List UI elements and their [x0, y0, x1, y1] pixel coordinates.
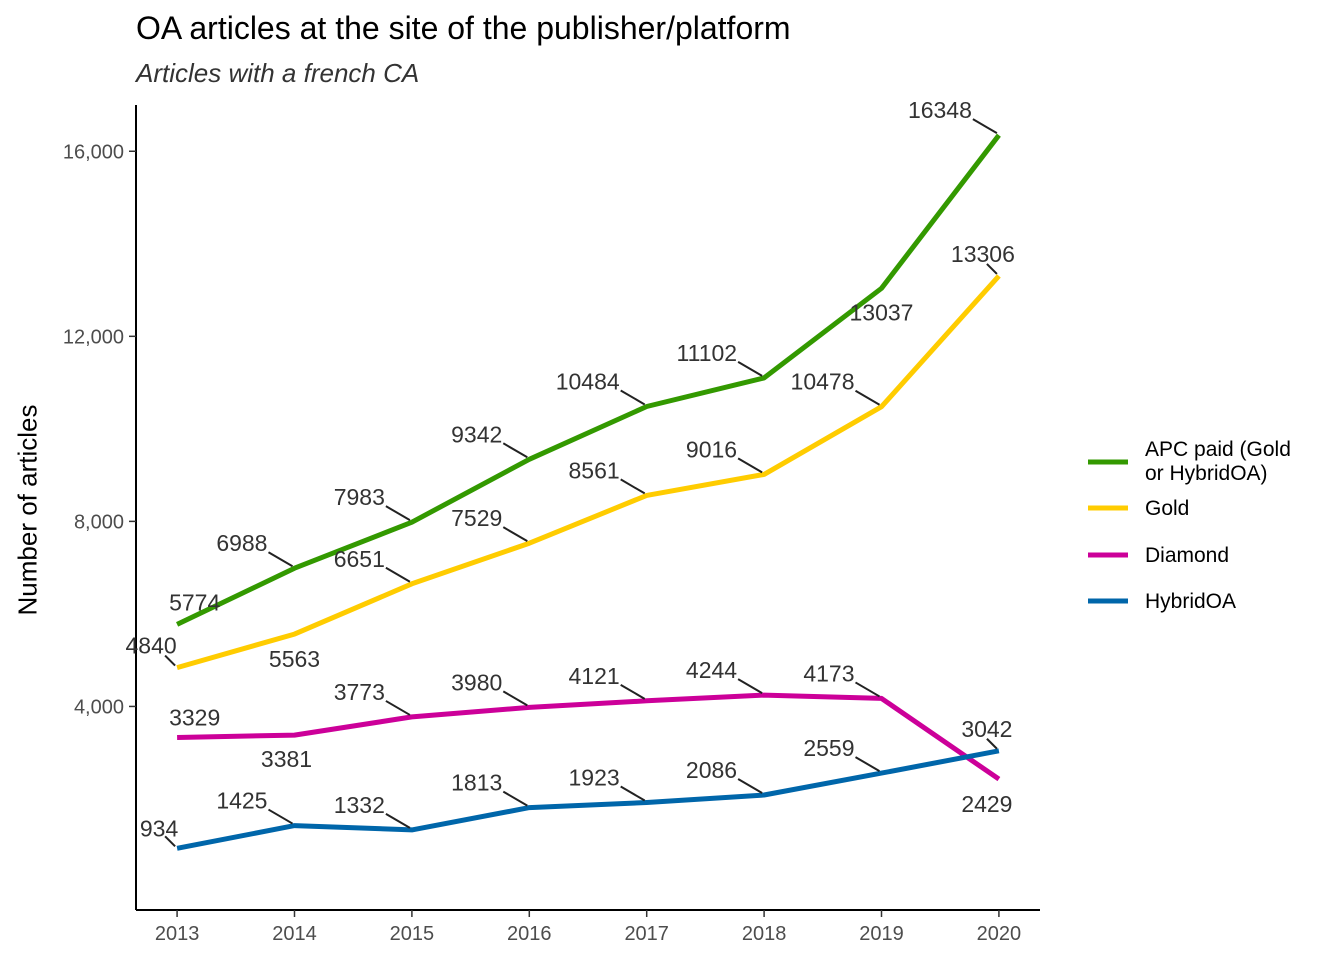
label-leader	[385, 505, 411, 522]
series-line	[176, 133, 1001, 627]
label-leader	[855, 389, 881, 406]
data-label: 4244	[686, 657, 737, 683]
data-label: 3381	[261, 746, 312, 772]
label-leader	[267, 551, 293, 568]
label-leader	[986, 738, 998, 750]
label-leader	[502, 690, 528, 707]
data-label: 1923	[569, 765, 620, 791]
label-leader	[502, 526, 528, 543]
label-leader	[385, 813, 411, 829]
label-leader	[502, 790, 528, 807]
legend-label: HybridOA	[1145, 590, 1236, 613]
x-tick-label: 2016	[507, 923, 552, 945]
data-label: 8561	[569, 457, 620, 483]
axes: 4,000 8,000 12,000 16,000 2013 2014 2015 2016 20…	[63, 105, 1040, 945]
data-label: 9342	[451, 421, 502, 447]
data-label: 11102	[677, 340, 738, 366]
legend-label: Gold	[1145, 497, 1189, 520]
label-leader	[972, 118, 998, 135]
data-label: 5563	[269, 646, 320, 672]
label-leader	[267, 808, 293, 825]
label-leader	[737, 361, 763, 377]
data-label: 1332	[334, 792, 385, 818]
data-label: 934	[140, 815, 179, 841]
data-label: 4121	[569, 663, 620, 689]
label-leader	[164, 835, 176, 847]
y-tick-label: 8,000	[74, 511, 124, 533]
label-leader	[620, 478, 646, 495]
label-leader	[855, 681, 881, 698]
data-label: 10478	[791, 369, 855, 395]
data-label: 5774	[169, 589, 220, 615]
x-tick-label: 2019	[859, 923, 904, 945]
data-label: 9016	[686, 436, 737, 462]
x-tick-label: 2018	[742, 923, 787, 945]
data-label: 7529	[451, 505, 502, 531]
y-tick-label: 4,000	[74, 696, 124, 718]
label-leader	[620, 389, 646, 406]
label-leader	[737, 778, 763, 794]
data-label: 2429	[961, 791, 1012, 817]
label-leader	[385, 700, 411, 716]
label-leader	[986, 263, 998, 275]
y-tick-label: 16,000	[63, 141, 124, 163]
data-label: 7983	[334, 484, 385, 510]
data-label: 13306	[951, 241, 1015, 267]
x-tick-label: 2014	[272, 923, 317, 945]
label-leader	[385, 566, 411, 583]
series-line	[176, 274, 1001, 671]
y-tick-label: 12,000	[63, 326, 124, 348]
data-label: 4840	[126, 633, 177, 659]
data-label: 2086	[686, 757, 737, 783]
label-leader	[164, 654, 176, 667]
x-tick-label: 2015	[390, 923, 435, 945]
legend-label: APC paid (Gold	[1145, 438, 1291, 461]
data-label: 3773	[334, 679, 385, 705]
data-label: 13037	[850, 299, 914, 325]
label-leader	[737, 678, 763, 695]
series-line	[176, 748, 1000, 851]
data-labels: 5774 6988 7983 9342 10484 11102 13037 16348 4840…	[126, 97, 1015, 847]
data-label: 3042	[961, 716, 1012, 742]
data-label: 16348	[908, 97, 972, 123]
label-leader	[737, 457, 763, 474]
series-lines	[176, 133, 1001, 851]
data-label: 1813	[451, 770, 502, 796]
data-label: 1425	[216, 788, 267, 814]
legend-label: Diamond	[1145, 544, 1229, 567]
data-label: 6651	[334, 546, 385, 572]
legend-label: or HybridOA)	[1145, 462, 1268, 485]
data-label: 4173	[803, 660, 854, 686]
data-label: 10484	[556, 368, 620, 394]
x-tick-label: 2017	[624, 923, 669, 945]
chart-title: OA articles at the site of the publisher…	[136, 10, 791, 46]
data-label: 3980	[451, 669, 502, 695]
data-label: 6988	[216, 530, 267, 556]
chart-subtitle: Articles with a french CA	[136, 58, 420, 88]
label-leader	[855, 756, 881, 772]
label-leader	[502, 442, 528, 459]
series-line	[177, 692, 1001, 782]
data-label: 3329	[169, 704, 220, 730]
x-tick-label: 2020	[977, 923, 1022, 945]
label-leader	[620, 785, 646, 802]
label-leader	[620, 683, 646, 700]
data-label: 2559	[803, 735, 854, 761]
x-tick-label: 2013	[155, 923, 200, 945]
